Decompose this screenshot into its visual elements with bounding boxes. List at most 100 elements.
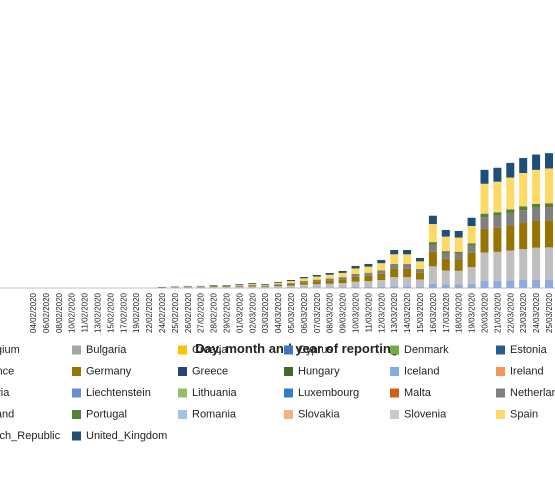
bar-segment	[377, 270, 386, 274]
bar-segment	[454, 237, 463, 252]
x-tick-label: 24/02/2020	[158, 292, 167, 333]
legend-swatch	[284, 388, 293, 398]
bar-segment	[325, 280, 334, 284]
bar-segment	[287, 285, 295, 288]
x-tick-label: 15/02/2020	[106, 292, 115, 333]
bar-segment	[351, 265, 360, 269]
bar-segment	[493, 181, 502, 213]
x-tick-label: 10/03/2020	[352, 292, 361, 333]
legend-label: Croatia	[192, 344, 228, 356]
legend-label: Liechtenstein	[86, 387, 151, 399]
bar-segment	[493, 212, 502, 216]
bar-segment	[390, 264, 399, 269]
legend-swatch	[390, 410, 399, 419]
bar-segment	[261, 286, 270, 288]
x-tick-label: 29/02/2020	[223, 292, 232, 333]
bar-segment	[338, 277, 347, 280]
bar-segment	[235, 285, 244, 287]
legend-label: Denmark	[404, 344, 449, 356]
x-tick-label: 13/03/2020	[390, 292, 399, 333]
x-tick-label: 15/03/2020	[416, 292, 425, 333]
bar-segment	[467, 245, 476, 253]
bar-segment	[532, 247, 541, 280]
x-tick-label: 02/03/2020	[248, 292, 257, 333]
bar-segment	[312, 276, 321, 280]
bar-segment	[403, 264, 412, 265]
bar-segment	[261, 284, 270, 286]
bar-segment	[338, 270, 347, 273]
bar-segment	[532, 279, 541, 288]
legend-label: Romania	[192, 408, 237, 420]
legend-label: Greece	[192, 365, 228, 377]
bar-segment	[519, 158, 528, 173]
bar-segment	[506, 212, 515, 226]
bar-segment	[312, 281, 321, 285]
bar-segment	[183, 287, 192, 288]
legend-label: Ireland	[510, 365, 544, 377]
bar-segment	[519, 206, 528, 211]
bar-segment	[325, 274, 334, 279]
legend-swatch	[284, 345, 293, 355]
x-tick-label: 25/03/2020	[545, 292, 554, 333]
legend-swatch	[178, 367, 187, 376]
bar-segment	[428, 251, 437, 267]
bar-segment	[441, 284, 450, 288]
legend-label: Portugal	[86, 408, 127, 420]
legend-label: Spain	[510, 408, 538, 420]
x-tick-label: 11/03/2020	[364, 292, 373, 332]
legend-swatch	[284, 367, 293, 376]
bar-segment	[532, 220, 541, 248]
bar-segment	[390, 254, 399, 265]
legend-swatch	[72, 388, 81, 398]
bar-segment	[377, 270, 386, 271]
x-tick-label: 26/02/2020	[184, 292, 193, 333]
bar-segment	[403, 268, 412, 278]
bar-segment	[403, 249, 412, 255]
bar-segment	[235, 284, 244, 286]
bar-segment	[519, 172, 528, 207]
bar-segment	[403, 277, 412, 287]
x-tick-label: 14/03/2020	[403, 292, 412, 333]
legend-label: Estonia	[510, 344, 548, 356]
bar-segment	[493, 280, 502, 288]
bar-segment	[183, 286, 192, 288]
bar-segment	[428, 242, 437, 245]
legend-label: Slovenia	[404, 408, 447, 420]
bar-segment	[545, 247, 553, 280]
legend-swatch	[178, 410, 187, 419]
bar-segment	[390, 286, 399, 288]
x-tick-label: 08/03/2020	[326, 292, 335, 333]
legend-label: Hungary	[298, 365, 340, 377]
bar-segment	[467, 283, 476, 288]
bar-segment	[506, 162, 515, 178]
bar-segment	[209, 287, 218, 288]
bar-segment	[274, 286, 283, 288]
bar-segment	[480, 169, 489, 184]
x-tick-label: 22/02/2020	[145, 292, 154, 333]
bar-segment	[364, 273, 373, 276]
bar-segment	[364, 275, 373, 282]
bar-segment	[325, 278, 334, 281]
bar-segment	[532, 154, 541, 170]
bar-segment	[377, 259, 386, 264]
bar-segment	[416, 279, 424, 287]
x-tick-label: 24/03/2020	[532, 292, 541, 333]
bar-segment	[416, 257, 424, 262]
bar-segment	[351, 286, 360, 288]
bar-segment	[351, 268, 360, 275]
bar-segment	[338, 287, 347, 288]
bar-segment	[545, 153, 553, 169]
bar-segment	[480, 281, 489, 288]
bar-segment	[274, 284, 283, 285]
legend-swatch	[178, 388, 187, 398]
x-tick-label: 16/03/2020	[429, 292, 438, 333]
bar-segment	[287, 280, 295, 281]
bar-segment	[364, 263, 373, 267]
bar-segment	[441, 251, 450, 254]
bar-segment	[403, 286, 412, 288]
legend-swatch	[72, 345, 81, 355]
bar-segment	[351, 276, 360, 282]
x-tick-label: 04/03/2020	[274, 292, 283, 333]
bar-segment	[351, 274, 360, 277]
